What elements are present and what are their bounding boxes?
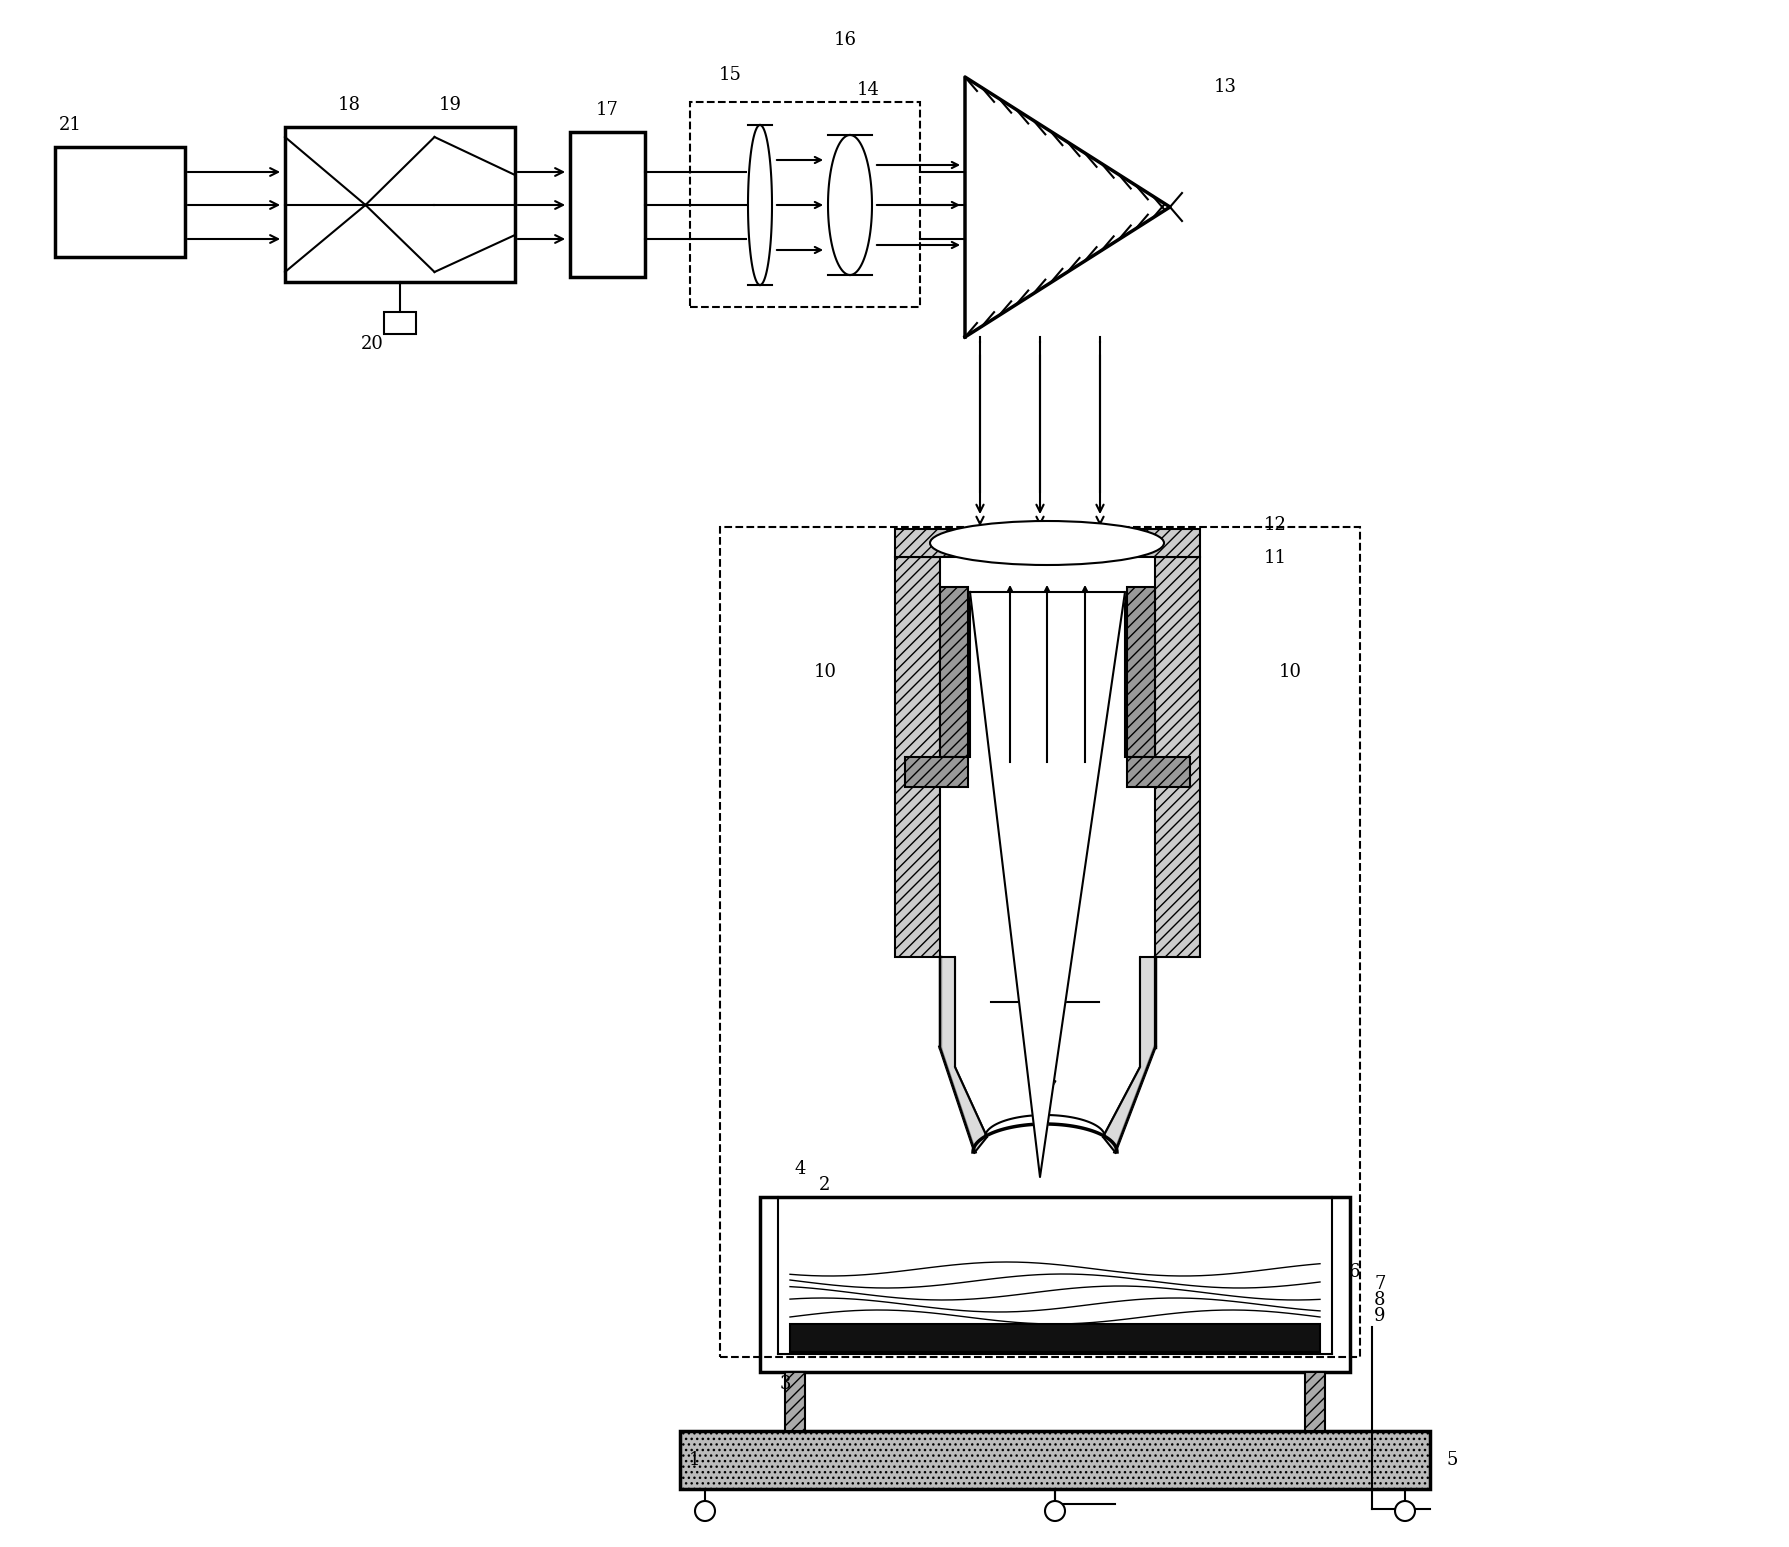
Polygon shape	[964, 77, 1170, 337]
Text: 10: 10	[812, 664, 835, 681]
Bar	[785, 1372, 805, 1431]
Bar	[939, 586, 968, 756]
Bar	[55, 147, 184, 257]
Text: 13: 13	[1213, 77, 1236, 96]
Bar	[385, 312, 415, 334]
Text: 20: 20	[360, 336, 383, 353]
Bar	[1127, 756, 1190, 787]
Text: 10: 10	[1277, 664, 1301, 681]
Bar	[894, 557, 939, 958]
Bar	[569, 131, 644, 277]
Text: 6: 6	[1349, 1262, 1360, 1281]
Circle shape	[1394, 1501, 1415, 1521]
Text: 7: 7	[1374, 1275, 1385, 1293]
Bar	[719, 528, 1360, 1357]
Text: 21: 21	[59, 116, 81, 135]
Bar	[689, 102, 920, 306]
Text: 9: 9	[1374, 1307, 1385, 1324]
Ellipse shape	[930, 521, 1163, 565]
Bar	[789, 1324, 1318, 1352]
Bar	[1127, 586, 1154, 756]
Polygon shape	[939, 958, 986, 1153]
Circle shape	[694, 1501, 714, 1521]
Text: 2: 2	[819, 1176, 830, 1194]
Text: 8: 8	[1374, 1292, 1385, 1309]
Polygon shape	[1102, 958, 1154, 1153]
Bar	[894, 529, 1199, 557]
Text: 18: 18	[338, 96, 361, 114]
Polygon shape	[970, 593, 1123, 1177]
Text: 15: 15	[717, 67, 741, 84]
Text: 5: 5	[1446, 1451, 1456, 1470]
Bar	[284, 127, 515, 282]
Text: 16: 16	[834, 31, 855, 50]
Text: 1: 1	[689, 1451, 699, 1470]
Text: 4: 4	[794, 1160, 805, 1177]
Text: 17: 17	[596, 101, 617, 119]
Bar	[905, 756, 968, 787]
Text: 3: 3	[778, 1375, 791, 1392]
Text: 12: 12	[1263, 517, 1286, 534]
Bar	[680, 1431, 1429, 1490]
Text: 11: 11	[1263, 549, 1286, 568]
Bar	[760, 1197, 1349, 1372]
Bar	[1154, 557, 1199, 958]
Bar	[1304, 1372, 1324, 1431]
Circle shape	[1045, 1501, 1064, 1521]
Text: 19: 19	[438, 96, 462, 114]
Text: 14: 14	[857, 80, 878, 99]
